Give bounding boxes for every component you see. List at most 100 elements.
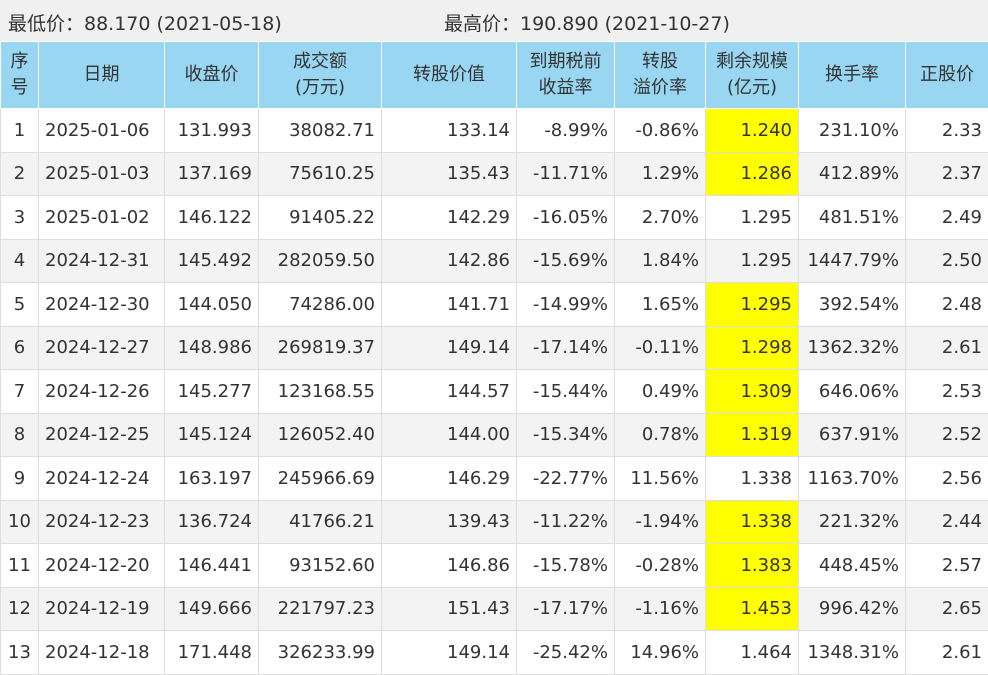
cell-date: 2025-01-02	[39, 196, 165, 240]
header-label-line2: 收益率	[517, 75, 614, 101]
header-label-line1: 剩余规模	[706, 49, 798, 75]
cell-scale: 1.464	[706, 631, 799, 675]
cell-scale: 1.383	[706, 544, 799, 588]
cell-stock-price: 2.56	[906, 457, 988, 501]
cell-no: 3	[1, 196, 39, 240]
cell-turnover: 231.10%	[799, 109, 906, 153]
table-header-row: 序号日期收盘价成交额(万元)转股价值到期税前收益率转股溢价率剩余规模(亿元)换手…	[1, 42, 988, 109]
header-col-amount[interactable]: 成交额(万元)	[259, 42, 382, 109]
cell-ytm: -16.05%	[517, 196, 615, 240]
header-col-date[interactable]: 日期	[39, 42, 165, 109]
cell-ytm: -11.71%	[517, 152, 615, 196]
cell-ytm: -15.69%	[517, 239, 615, 283]
cell-date: 2024-12-23	[39, 500, 165, 544]
cell-conv-value: 142.29	[382, 196, 517, 240]
cell-premium: -0.11%	[615, 326, 706, 370]
cell-close: 163.197	[165, 457, 259, 501]
header-col-turnover[interactable]: 换手率	[799, 42, 906, 109]
header-col-premium[interactable]: 转股溢价率	[615, 42, 706, 109]
cell-turnover: 1348.31%	[799, 631, 906, 675]
cell-no: 12	[1, 587, 39, 631]
cell-amount: 126052.40	[259, 413, 382, 457]
cell-amount: 74286.00	[259, 283, 382, 327]
cell-scale: 1.338	[706, 500, 799, 544]
header-label-line1: 正股价	[906, 62, 988, 88]
cell-amount: 282059.50	[259, 239, 382, 283]
cell-scale: 1.309	[706, 370, 799, 414]
cell-date: 2024-12-31	[39, 239, 165, 283]
cell-ytm: -17.14%	[517, 326, 615, 370]
cell-turnover: 1447.79%	[799, 239, 906, 283]
cell-conv-value: 142.86	[382, 239, 517, 283]
cell-date: 2025-01-06	[39, 109, 165, 153]
cell-amount: 75610.25	[259, 152, 382, 196]
cell-close: 171.448	[165, 631, 259, 675]
cell-no: 13	[1, 631, 39, 675]
header-col-close[interactable]: 收盘价	[165, 42, 259, 109]
cell-conv-value: 144.00	[382, 413, 517, 457]
cell-no: 6	[1, 326, 39, 370]
cell-date: 2025-01-03	[39, 152, 165, 196]
header-col-conv-value[interactable]: 转股价值	[382, 42, 517, 109]
cell-turnover: 637.91%	[799, 413, 906, 457]
cell-turnover: 221.32%	[799, 500, 906, 544]
header-label-line2: (亿元)	[706, 75, 798, 101]
cell-conv-value: 133.14	[382, 109, 517, 153]
cell-conv-value: 139.43	[382, 500, 517, 544]
cell-premium: 14.96%	[615, 631, 706, 675]
cell-amount: 326233.99	[259, 631, 382, 675]
cell-premium: 1.29%	[615, 152, 706, 196]
cell-amount: 221797.23	[259, 587, 382, 631]
cell-amount: 245966.69	[259, 457, 382, 501]
cell-stock-price: 2.50	[906, 239, 988, 283]
cell-premium: 2.70%	[615, 196, 706, 240]
header-label-line1: 成交额	[259, 49, 381, 75]
header-label-line1: 序	[1, 49, 38, 75]
cell-ytm: -15.34%	[517, 413, 615, 457]
cell-premium: 0.78%	[615, 413, 706, 457]
header-label-line1: 到期税前	[517, 49, 614, 75]
cell-scale: 1.240	[706, 109, 799, 153]
cell-scale: 1.286	[706, 152, 799, 196]
header-col-ytm[interactable]: 到期税前收益率	[517, 42, 615, 109]
cell-premium: 1.65%	[615, 283, 706, 327]
header-label-line2: (万元)	[259, 75, 381, 101]
cell-close: 131.993	[165, 109, 259, 153]
highest-price-label: 最高价：190.890 (2021-10-27)	[444, 9, 730, 36]
cell-no: 2	[1, 152, 39, 196]
cell-no: 10	[1, 500, 39, 544]
header-col-no[interactable]: 序号	[1, 42, 39, 109]
cell-date: 2024-12-20	[39, 544, 165, 588]
header-label-line1: 转股价值	[382, 62, 516, 88]
cell-amount: 41766.21	[259, 500, 382, 544]
cell-close: 146.441	[165, 544, 259, 588]
cell-premium: -1.94%	[615, 500, 706, 544]
cell-no: 1	[1, 109, 39, 153]
cell-scale: 1.295	[706, 239, 799, 283]
cell-no: 11	[1, 544, 39, 588]
cell-stock-price: 2.33	[906, 109, 988, 153]
cell-amount: 123168.55	[259, 370, 382, 414]
cell-no: 9	[1, 457, 39, 501]
header-col-scale[interactable]: 剩余规模(亿元)	[706, 42, 799, 109]
cell-stock-price: 2.65	[906, 587, 988, 631]
cell-conv-value: 135.43	[382, 152, 517, 196]
cell-turnover: 481.51%	[799, 196, 906, 240]
cell-scale: 1.319	[706, 413, 799, 457]
cell-close: 149.666	[165, 587, 259, 631]
cell-conv-value: 144.57	[382, 370, 517, 414]
cell-stock-price: 2.48	[906, 283, 988, 327]
header-label-line1: 转股	[615, 49, 705, 75]
header-col-stock-price[interactable]: 正股价	[906, 42, 988, 109]
cell-premium: 0.49%	[615, 370, 706, 414]
cell-close: 145.277	[165, 370, 259, 414]
cell-amount: 91405.22	[259, 196, 382, 240]
cell-ytm: -17.17%	[517, 587, 615, 631]
cell-conv-value: 146.86	[382, 544, 517, 588]
cell-conv-value: 149.14	[382, 326, 517, 370]
cell-premium: -0.28%	[615, 544, 706, 588]
